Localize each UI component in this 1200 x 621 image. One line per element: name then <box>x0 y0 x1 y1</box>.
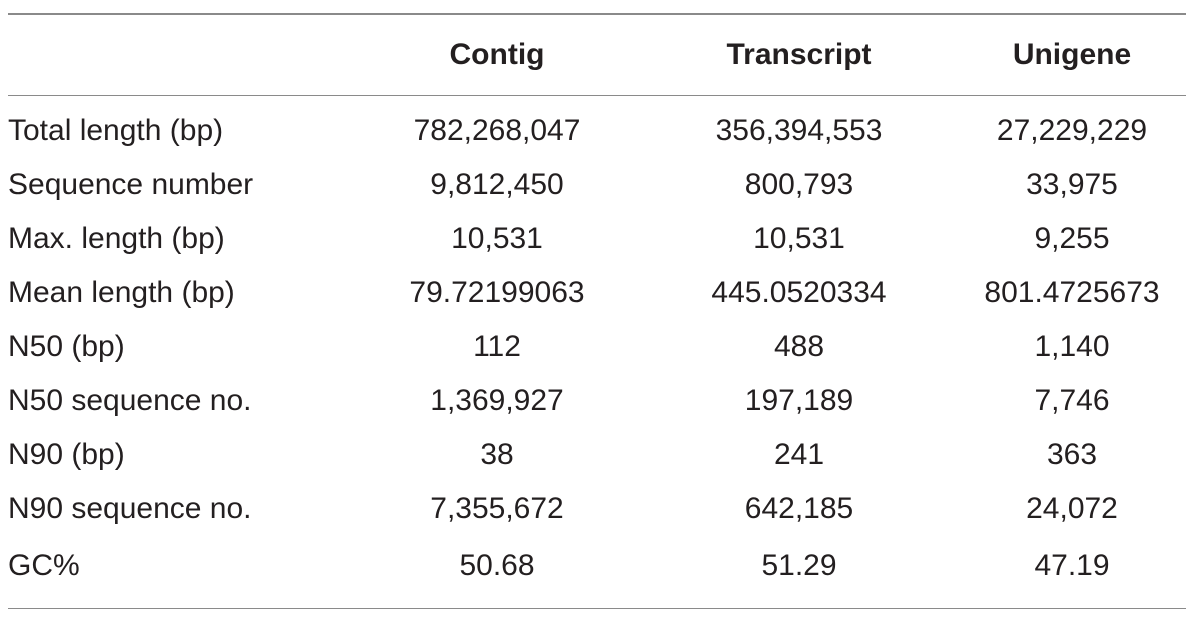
row-label: Total length (bp) <box>8 114 224 147</box>
row-label: N50 (bp) <box>8 330 125 363</box>
transcript-value: 51.29 <box>640 536 958 609</box>
unigene-value: 47.19 <box>958 536 1186 609</box>
unigene-value: 363 <box>1046 438 1098 471</box>
unigene-value: 9,255 <box>1034 222 1110 255</box>
table-row: N90 sequence no. 7,355,672 642,185 24,07… <box>8 482 1186 536</box>
row-label: N90 (bp) <box>8 438 125 471</box>
header-cell-transcript: Transcript <box>640 13 958 96</box>
row-label: N50 sequence no. <box>8 384 252 417</box>
assembly-statistics-table-container: Contig Transcript Unigene Total length (… <box>8 13 1186 609</box>
table-body: Total length (bp) 782,268,047 356,394,55… <box>8 96 1186 609</box>
unigene-value: 33,975 <box>1026 168 1118 201</box>
table-row: N90 (bp) 38 241 363 <box>8 428 1186 482</box>
row-label: Max. length (bp) <box>8 222 225 255</box>
contig-value: 10,531 <box>451 222 543 255</box>
contig-value: 79.72199063 <box>409 276 585 309</box>
row-label: GC% <box>8 536 354 609</box>
header-row: Contig Transcript Unigene <box>8 13 1186 96</box>
assembly-statistics-table: Contig Transcript Unigene Total length (… <box>8 13 1186 609</box>
unigene-value: 7,746 <box>1034 384 1110 417</box>
contig-value: 1,369,927 <box>430 384 564 417</box>
transcript-value: 800,793 <box>744 168 854 201</box>
transcript-value: 197,189 <box>744 384 854 417</box>
header-cell-label <box>8 13 354 96</box>
unigene-value: 801.4725673 <box>984 276 1160 309</box>
contig-value: 112 <box>473 330 521 363</box>
unigene-value: 27,229,229 <box>996 114 1148 147</box>
unigene-value: 1,140 <box>1034 330 1110 363</box>
header-cell-contig: Contig <box>354 13 640 96</box>
table-row: Total length (bp) 782,268,047 356,394,55… <box>8 96 1186 159</box>
header-cell-unigene: Unigene <box>958 13 1186 96</box>
contig-value: 9,812,450 <box>430 168 564 201</box>
row-label: Sequence number <box>8 168 254 201</box>
table-row: Sequence number 9,812,450 800,793 33,975 <box>8 158 1186 212</box>
contig-value: 38 <box>480 438 514 471</box>
transcript-value: 10,531 <box>753 222 845 255</box>
table-row: N50 (bp) 112 488 1,140 <box>8 320 1186 374</box>
transcript-value: 241 <box>773 438 825 471</box>
transcript-value: 356,394,553 <box>715 114 883 147</box>
unigene-value: 24,072 <box>1026 492 1118 525</box>
table-row: Mean length (bp) 79.72199063 445.0520334… <box>8 266 1186 320</box>
contig-value: 782,268,047 <box>413 114 581 147</box>
row-label: N90 sequence no. <box>8 492 252 525</box>
transcript-value: 642,185 <box>744 492 854 525</box>
table-header: Contig Transcript Unigene <box>8 13 1186 96</box>
table-row: GC% 50.68 51.29 47.19 <box>8 536 1186 609</box>
row-label: Mean length (bp) <box>8 276 235 309</box>
table-row: N50 sequence no. 1,369,927 197,189 7,746 <box>8 374 1186 428</box>
transcript-value: 488 <box>773 330 825 363</box>
contig-value: 7,355,672 <box>430 492 564 525</box>
table-row: Max. length (bp) 10,531 10,531 9,255 <box>8 212 1186 266</box>
transcript-value: 445.0520334 <box>711 276 887 309</box>
contig-value: 50.68 <box>354 536 640 609</box>
